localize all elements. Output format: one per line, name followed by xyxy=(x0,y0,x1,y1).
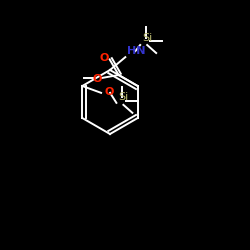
Text: Si: Si xyxy=(118,92,129,102)
Text: O: O xyxy=(92,74,102,84)
Text: HN: HN xyxy=(127,46,146,56)
Text: O: O xyxy=(100,54,109,64)
Text: Si: Si xyxy=(142,33,152,43)
Text: O: O xyxy=(104,87,114,97)
